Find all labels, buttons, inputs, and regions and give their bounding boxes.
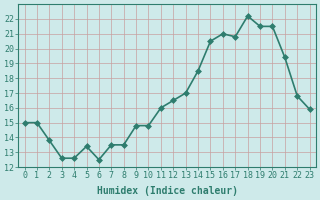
- X-axis label: Humidex (Indice chaleur): Humidex (Indice chaleur): [97, 186, 237, 196]
